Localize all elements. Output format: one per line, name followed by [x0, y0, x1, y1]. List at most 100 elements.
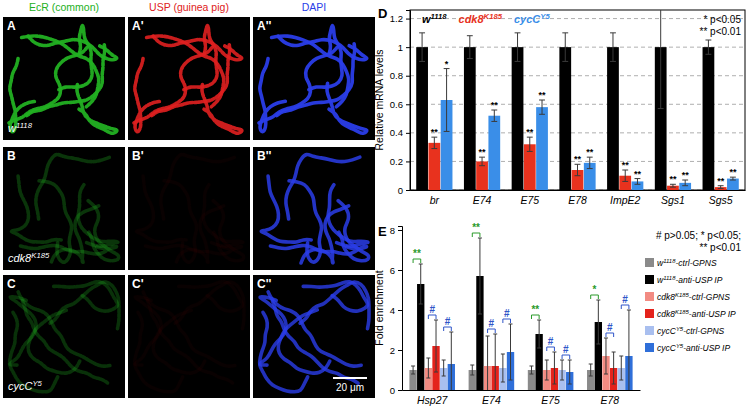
image-panel — [3, 17, 125, 140]
y-tick-label: 0.2 — [390, 156, 403, 167]
y-tick-label: 0.4 — [390, 127, 403, 138]
error-bar — [449, 332, 453, 390]
grid-line — [410, 104, 745, 105]
significance-label: ** — [586, 147, 594, 157]
image-background — [3, 147, 125, 270]
x-tick-label: br — [430, 194, 440, 206]
error-bar — [529, 366, 533, 374]
y-tick: 0.6 — [390, 99, 410, 110]
y-tick-label: 6 — [390, 265, 395, 276]
error-bar — [434, 320, 438, 372]
chromosomes — [10, 282, 119, 392]
legend-entry: cdk8K185-ctrl-GPNS — [657, 292, 730, 302]
significance-label: ** — [669, 174, 677, 184]
error-bar — [552, 352, 556, 384]
chromosome-strand — [22, 301, 108, 384]
error-bar — [515, 33, 521, 62]
error-bar — [627, 310, 631, 390]
x-tick: E75 — [520, 190, 539, 206]
annotation: # p>0.05; * p<0.05; — [656, 230, 741, 241]
image-background — [253, 275, 375, 398]
y-tick-mark — [398, 310, 402, 311]
panel-letter: E — [378, 224, 387, 239]
significance-label: ** — [622, 160, 630, 170]
column-title: EcR (common) — [29, 1, 99, 13]
y-tick-label: 1.2 — [390, 13, 403, 24]
chromosome-strand — [147, 36, 224, 107]
error-bar — [705, 40, 711, 54]
significance-label: # — [445, 316, 451, 327]
y-tick-mark — [406, 190, 410, 191]
y-tick-mark — [406, 104, 410, 105]
legend-entry: cycCY5-ctrl-GPNS — [657, 326, 725, 336]
legend-swatch — [645, 292, 654, 301]
error-bar — [622, 170, 628, 181]
bar — [512, 47, 524, 190]
panel-label: B' — [132, 149, 144, 163]
significance-label: ** — [539, 90, 547, 100]
x-tick: Sgs1 — [661, 190, 685, 206]
x-tick-label: Sgs1 — [661, 194, 685, 206]
y-tick: 0.2 — [390, 156, 410, 167]
image-panel — [3, 147, 125, 270]
annotation: ** p<0.01 — [700, 242, 742, 253]
x-tick-label: Hsp27 — [417, 394, 449, 406]
error-bar — [619, 356, 623, 380]
chromosomes — [261, 155, 368, 263]
legend-entry: w1118-ctrl-GPNS — [657, 258, 717, 268]
y-tick-mark — [398, 390, 402, 391]
x-tick: Sgs5 — [709, 190, 733, 206]
y-tick-mark — [398, 350, 402, 351]
error-bar — [658, 10, 664, 109]
error-bar — [419, 33, 425, 62]
y-tick: 6 — [390, 265, 402, 276]
significance-label: ** — [413, 248, 421, 259]
y-tick: 0 — [398, 185, 410, 196]
bar — [559, 47, 571, 190]
significance-bracket — [488, 329, 496, 333]
significance-label: * — [445, 59, 449, 69]
significance-label: ** — [682, 170, 690, 180]
error-bar — [718, 186, 724, 189]
significance-label: # — [548, 336, 554, 347]
significance-bracket — [503, 319, 511, 323]
image-panel — [128, 17, 250, 140]
chromosomes — [134, 26, 242, 134]
error-bar — [575, 164, 581, 175]
x-tick-label: E78 — [568, 194, 587, 206]
chromosome-strand — [272, 301, 358, 384]
legend-swatch — [645, 343, 654, 352]
annotation: ** p<0.01 — [700, 26, 742, 37]
significance-label: ** — [729, 167, 737, 177]
chromosome-strand — [203, 185, 243, 246]
error-bar — [539, 100, 545, 114]
error-bar — [442, 360, 446, 376]
panel-label: C'' — [257, 277, 272, 291]
panel-label: A'' — [257, 19, 272, 33]
error-bar — [730, 177, 736, 180]
panel-label: A — [7, 19, 16, 33]
panel-label: C — [7, 277, 16, 291]
y-axis-line — [406, 11, 411, 191]
chromosomes — [259, 26, 367, 134]
y-tick-label: 0 — [398, 185, 403, 196]
chromosomes — [11, 155, 118, 263]
legend-entry: w1118 — [422, 12, 447, 25]
chromosome-strand — [175, 282, 244, 329]
chromosome-strand — [78, 185, 118, 246]
y-tick-mark — [406, 161, 410, 162]
significance-label: ** — [431, 127, 439, 137]
significance-label: # — [504, 308, 510, 319]
grid-line — [410, 47, 745, 48]
chromosome-strand — [328, 185, 368, 246]
y-tick-mark — [406, 76, 410, 77]
image-background — [128, 17, 250, 140]
image-background — [3, 17, 125, 140]
chromosome-strand — [28, 36, 117, 59]
x-tick: br — [430, 190, 440, 206]
error-bar — [596, 300, 600, 344]
panel-label: C' — [132, 277, 144, 291]
legend-swatch — [645, 326, 654, 335]
error-bar — [527, 137, 533, 151]
legend-entry: cdk8K185 — [459, 12, 503, 25]
